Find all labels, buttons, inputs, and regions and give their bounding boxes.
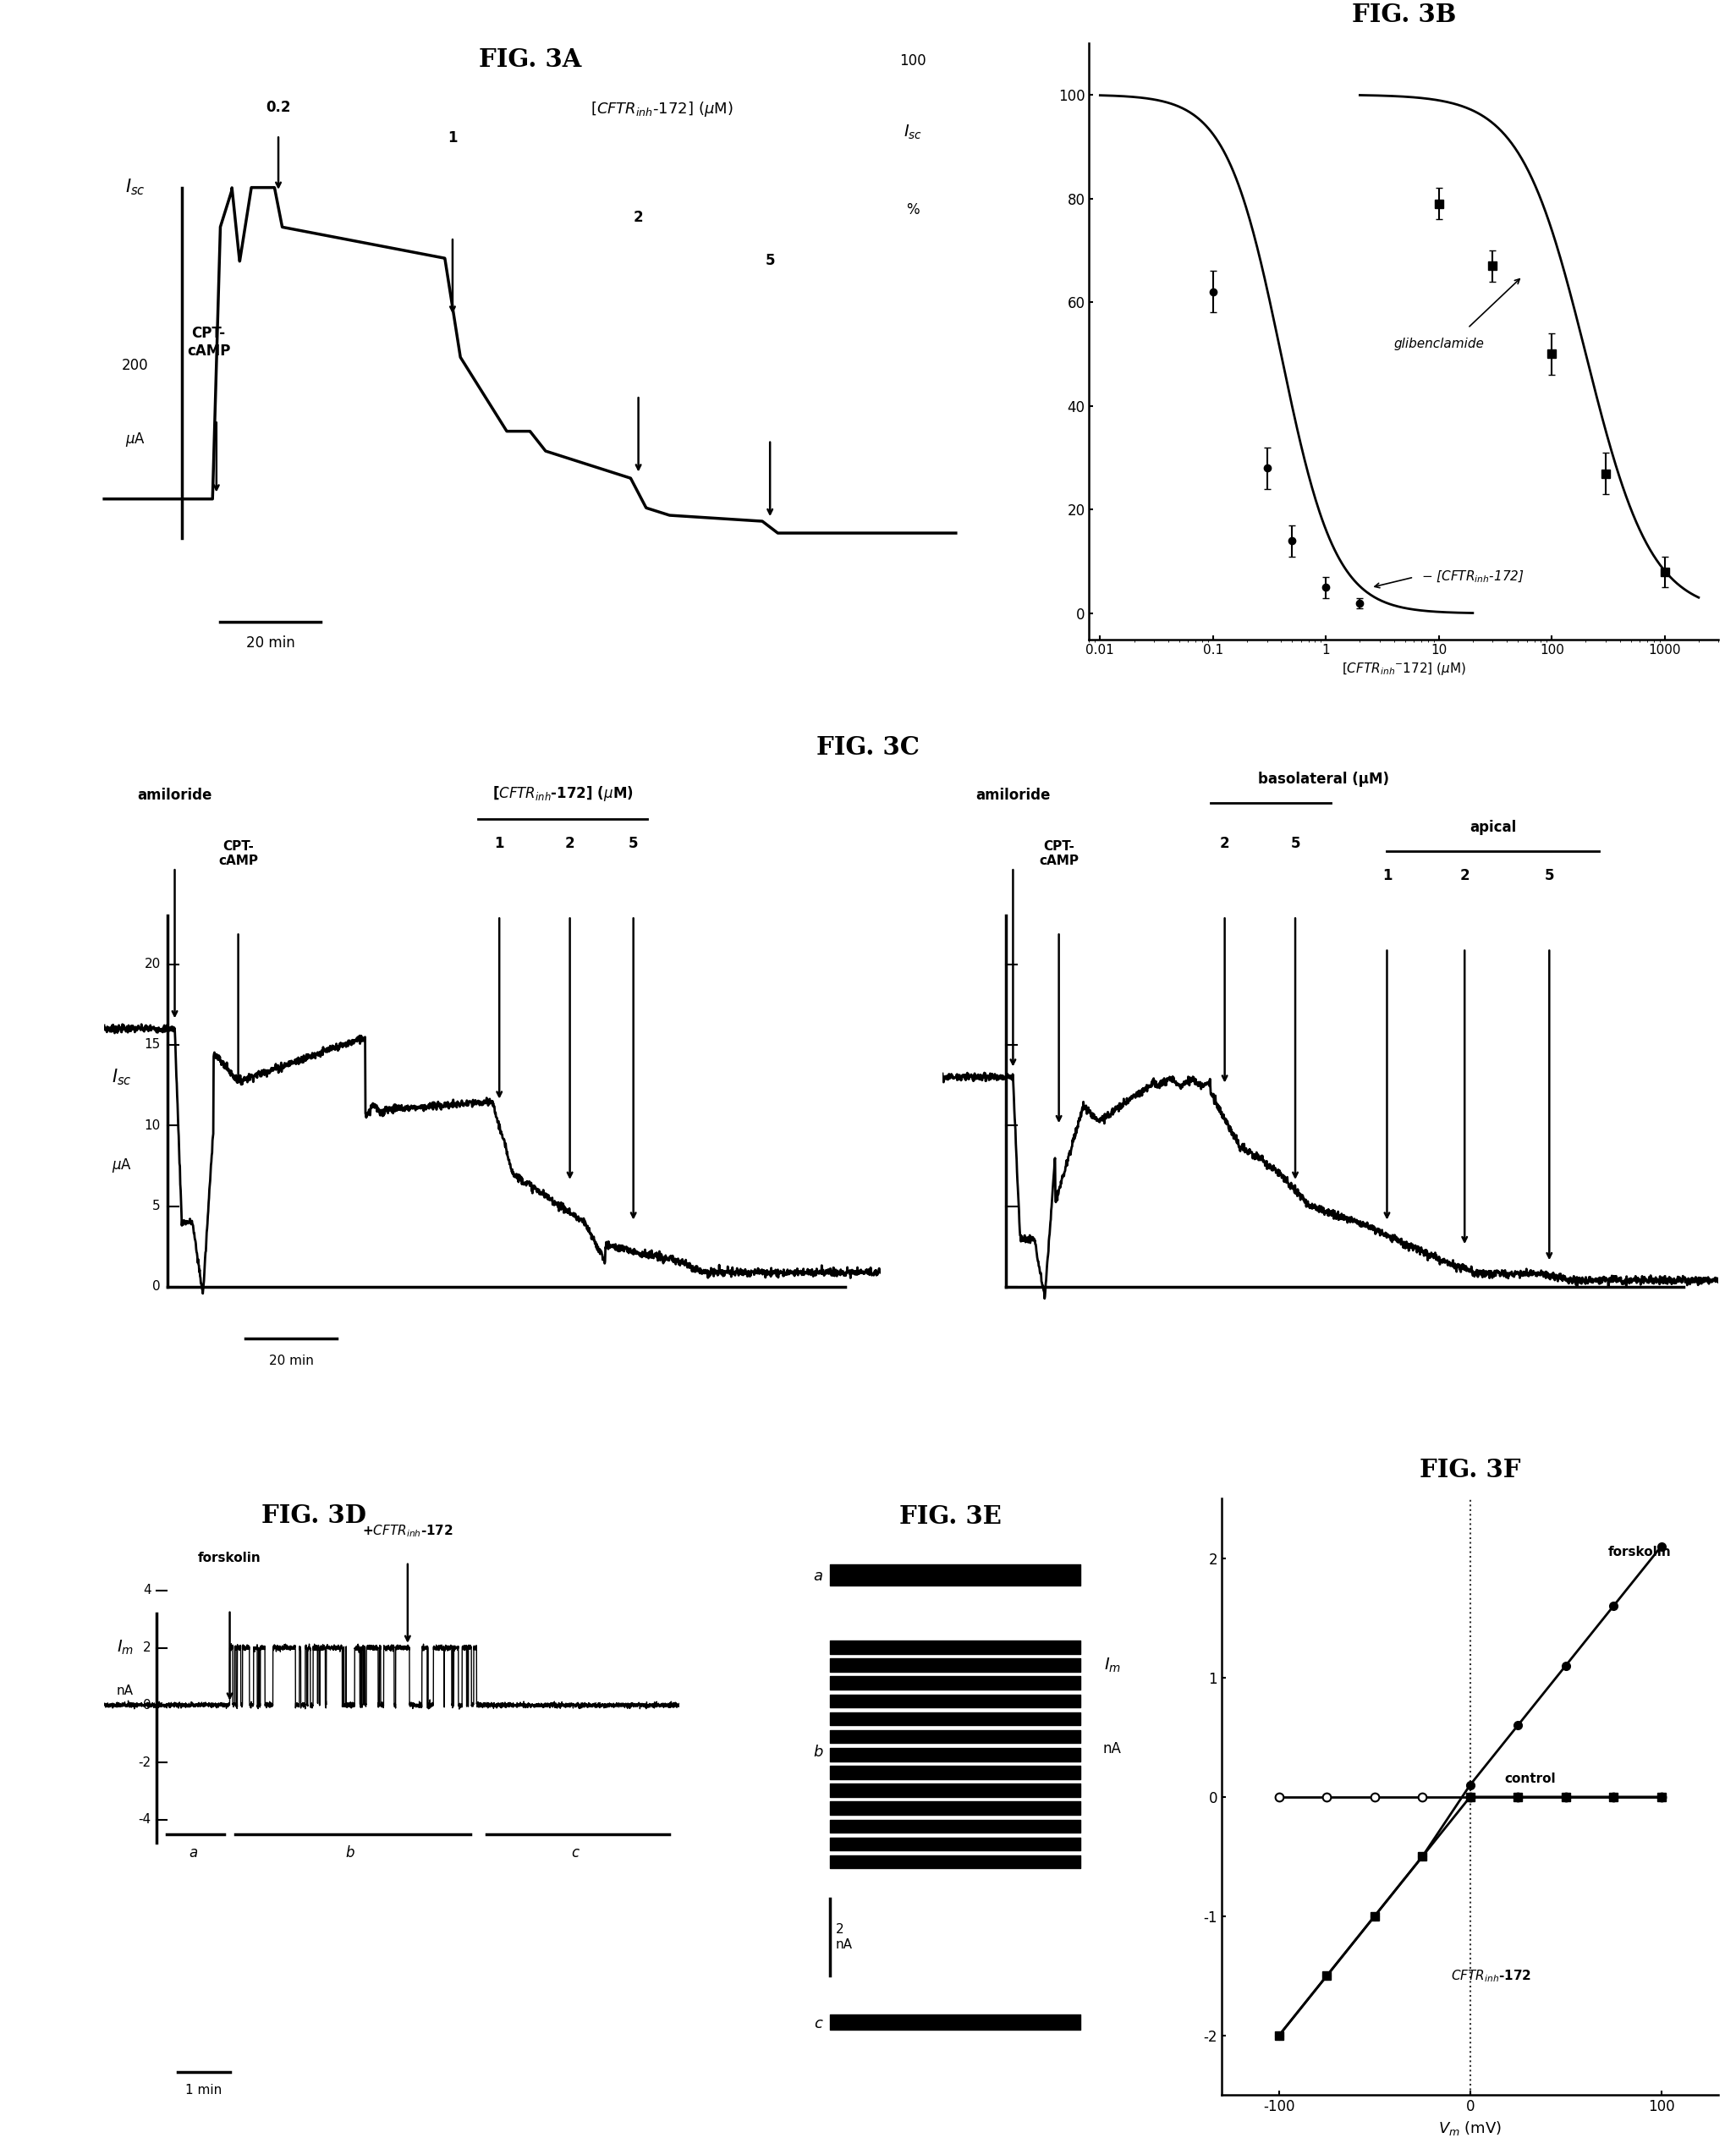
- Text: 20 min: 20 min: [247, 635, 295, 650]
- Text: FIG. 3D: FIG. 3D: [260, 1503, 366, 1529]
- Text: b: b: [345, 1845, 354, 1860]
- Text: forskolin: forskolin: [198, 1552, 262, 1565]
- Text: 100: 100: [899, 53, 927, 68]
- Text: $\mu$A: $\mu$A: [111, 1157, 132, 1174]
- Text: basolateral (μM): basolateral (μM): [1259, 772, 1389, 787]
- Text: $-$ [$\mathit{CFTR_{inh}}$-172]: $-$ [$\mathit{CFTR_{inh}}$-172]: [1422, 569, 1524, 586]
- Text: $\mathit{I_m}$: $\mathit{I_m}$: [1104, 1657, 1121, 1674]
- Text: 10: 10: [144, 1118, 161, 1131]
- Text: 1: 1: [1382, 868, 1392, 883]
- Text: a: a: [189, 1845, 198, 1860]
- Text: %: %: [906, 203, 920, 218]
- Title: FIG. 3B: FIG. 3B: [1352, 2, 1457, 26]
- Text: 5: 5: [628, 836, 639, 851]
- Text: 15: 15: [144, 1039, 161, 1052]
- Text: CPT-
cAMP: CPT- cAMP: [187, 325, 231, 359]
- Text: +$\mathit{CFTR_{inh}}$-172: +$\mathit{CFTR_{inh}}$-172: [363, 1522, 453, 1539]
- Text: FIG. 3A: FIG. 3A: [479, 47, 582, 73]
- Text: 0: 0: [153, 1281, 161, 1293]
- Text: glibenclamide: glibenclamide: [1394, 338, 1484, 351]
- Text: 5: 5: [153, 1199, 161, 1212]
- Text: [$\mathit{CFTR_{inh}}$-172] ($\mu$M): [$\mathit{CFTR_{inh}}$-172] ($\mu$M): [590, 100, 733, 118]
- X-axis label: [$\mathit{CFTR_{inh}}$$^{-}$172] ($\mu$M): [$\mathit{CFTR_{inh}}$$^{-}$172] ($\mu$M…: [1342, 661, 1467, 678]
- Text: apical: apical: [1469, 821, 1516, 836]
- Text: 5: 5: [1290, 836, 1300, 851]
- Text: forskolin: forskolin: [1608, 1546, 1672, 1559]
- Text: $\mathit{I_m}$: $\mathit{I_m}$: [116, 1638, 134, 1657]
- Text: 2: 2: [1220, 836, 1229, 851]
- Text: -4: -4: [139, 1813, 151, 1826]
- Text: CPT-
cAMP: CPT- cAMP: [1038, 840, 1078, 868]
- Text: $\mathit{I_{sc}}$: $\mathit{I_{sc}}$: [125, 177, 146, 197]
- Text: nA: nA: [116, 1685, 134, 1698]
- Text: $\mathit{I_{sc}}$: $\mathit{I_{sc}}$: [903, 124, 922, 141]
- Text: b: b: [814, 1745, 823, 1760]
- Text: $\mu$A: $\mu$A: [125, 430, 146, 449]
- Text: 200: 200: [122, 357, 149, 374]
- Text: 5: 5: [1545, 868, 1554, 883]
- Text: 20: 20: [144, 958, 161, 971]
- Text: [$\mathit{CFTR_{inh}}$-172] ($\mu$M): [$\mathit{CFTR_{inh}}$-172] ($\mu$M): [493, 785, 634, 804]
- Text: 0.2: 0.2: [266, 100, 292, 115]
- Text: $\mathit{CFTR_{inh}}$-172: $\mathit{CFTR_{inh}}$-172: [1451, 1967, 1531, 1984]
- Text: 2
nA: 2 nA: [835, 1924, 852, 1950]
- Text: FIG. 3C: FIG. 3C: [816, 735, 920, 759]
- Text: 1 min: 1 min: [186, 2085, 222, 2097]
- Text: 1: 1: [448, 130, 458, 145]
- Text: amiloride: amiloride: [976, 787, 1050, 804]
- Text: 4: 4: [142, 1584, 151, 1597]
- Text: control: control: [1505, 1772, 1555, 1785]
- Text: FIG. 3E: FIG. 3E: [899, 1505, 1002, 1529]
- Text: CPT-
cAMP: CPT- cAMP: [219, 840, 259, 868]
- Text: a: a: [814, 1569, 823, 1584]
- Text: 2: 2: [142, 1642, 151, 1655]
- Text: amiloride: amiloride: [137, 787, 212, 804]
- Text: 0: 0: [142, 1700, 151, 1710]
- Text: $\mathit{I_{sc}}$: $\mathit{I_{sc}}$: [111, 1067, 132, 1086]
- Text: 5: 5: [766, 252, 774, 269]
- Text: c: c: [571, 1845, 580, 1860]
- Text: 2: 2: [634, 210, 644, 224]
- X-axis label: $\mathit{V_m}$ (mV): $\mathit{V_m}$ (mV): [1439, 2119, 1502, 2138]
- Text: 20 min: 20 min: [269, 1355, 314, 1366]
- Text: 2: 2: [564, 836, 575, 851]
- Text: 1: 1: [495, 836, 503, 851]
- Title: FIG. 3F: FIG. 3F: [1420, 1458, 1521, 1482]
- Text: -2: -2: [139, 1755, 151, 1768]
- Text: c: c: [814, 2016, 823, 2031]
- Text: nA: nA: [1102, 1742, 1121, 1757]
- Text: 2: 2: [1460, 868, 1470, 883]
